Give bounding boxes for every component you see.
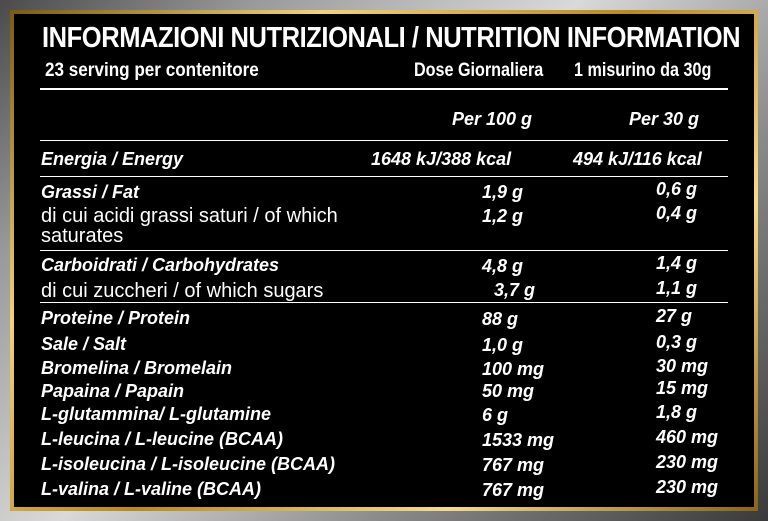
row-value-per100-energy: 1648 kJ/388 kcal: [371, 149, 512, 169]
energy-divider: [40, 176, 728, 177]
row-label-saturates-line2: saturates: [41, 225, 124, 247]
row-value-per100-sugars: 3,7 g: [494, 280, 536, 300]
column-header-per-100g: Per 100 g: [452, 109, 533, 129]
row-value-per100-fat: 1,9 g: [482, 182, 524, 202]
row-value-per30-isoleucine: 230 mg: [656, 452, 719, 472]
row-value-per30-sugars: 1,1 g: [656, 278, 698, 298]
row-value-per30-valine: 230 mg: [656, 477, 719, 497]
row-label-carbohydrates: Carboidrati / Carbohydrates: [41, 255, 280, 275]
row-value-per30-fat: 0,6 g: [656, 179, 698, 199]
row-label-leucine: L-leucina / L-leucine (BCAA): [41, 429, 284, 449]
row-value-per30-papain: 15 mg: [656, 378, 709, 398]
fat-divider: [40, 250, 728, 251]
row-value-per100-leucine: 1533 mg: [482, 430, 555, 450]
row-value-per30-energy: 494 kJ/116 kcal: [573, 149, 702, 169]
row-label-bromelain: Bromelina / Bromelain: [41, 358, 233, 378]
row-value-per30-saturates: 0,4 g: [656, 203, 698, 223]
daily-dose-label: Dose Giornaliera: [414, 60, 544, 81]
row-value-per30-salt: 0,3 g: [656, 332, 698, 352]
row-value-per100-papain: 50 mg: [482, 381, 535, 401]
row-label-sugars: di cui zuccheri / of which sugars: [41, 280, 324, 302]
row-value-per30-carbohydrates: 1,4 g: [656, 253, 698, 273]
row-label-salt: Sale / Salt: [41, 334, 127, 354]
carbs-divider: [40, 302, 728, 303]
row-label-isoleucine: L-isoleucina / L-isoleucine (BCAA): [41, 454, 336, 474]
servings-per-container: 23 serving per contenitore: [45, 60, 259, 81]
page-title: INFORMAZIONI NUTRIZIONALI / NUTRITION IN…: [42, 22, 741, 54]
row-label-saturates-line1: di cui acidi grassi saturi / of which: [41, 205, 338, 227]
row-value-per100-saturates: 1,2 g: [482, 206, 524, 226]
row-value-per30-leucine: 460 mg: [656, 427, 719, 447]
row-label-fat: Grassi / Fat: [41, 182, 140, 202]
row-value-per100-bromelain: 100 mg: [482, 359, 545, 379]
row-value-per100-salt: 1,0 g: [482, 335, 524, 355]
row-label-protein: Proteine / Protein: [41, 308, 191, 328]
row-value-per100-glutamine: 6 g: [482, 405, 509, 425]
row-label-energy: Energia / Energy: [41, 149, 184, 169]
row-value-per100-carbohydrates: 4,8 g: [482, 256, 524, 276]
column-header-per-30g: Per 30 g: [629, 109, 700, 129]
row-value-per100-protein: 88 g: [482, 309, 519, 329]
daily-dose-value: 1 misurino da 30g: [574, 60, 712, 81]
row-value-per30-protein: 27 g: [656, 306, 693, 326]
row-value-per100-isoleucine: 767 mg: [482, 455, 545, 475]
nutrition-panel: [14, 14, 754, 507]
row-value-per30-bromelain: 30 mg: [656, 356, 709, 376]
row-value-per100-valine: 767 mg: [482, 480, 545, 500]
row-label-valine: L-valina / L-valine (BCAA): [41, 479, 262, 499]
row-value-per30-glutamine: 1,8 g: [656, 402, 698, 422]
header-divider: [40, 140, 728, 141]
title-divider: [40, 88, 728, 90]
row-label-glutamine: L-glutammina/ L-glutamine: [41, 404, 272, 424]
row-label-papain: Papaina / Papain: [41, 381, 185, 401]
